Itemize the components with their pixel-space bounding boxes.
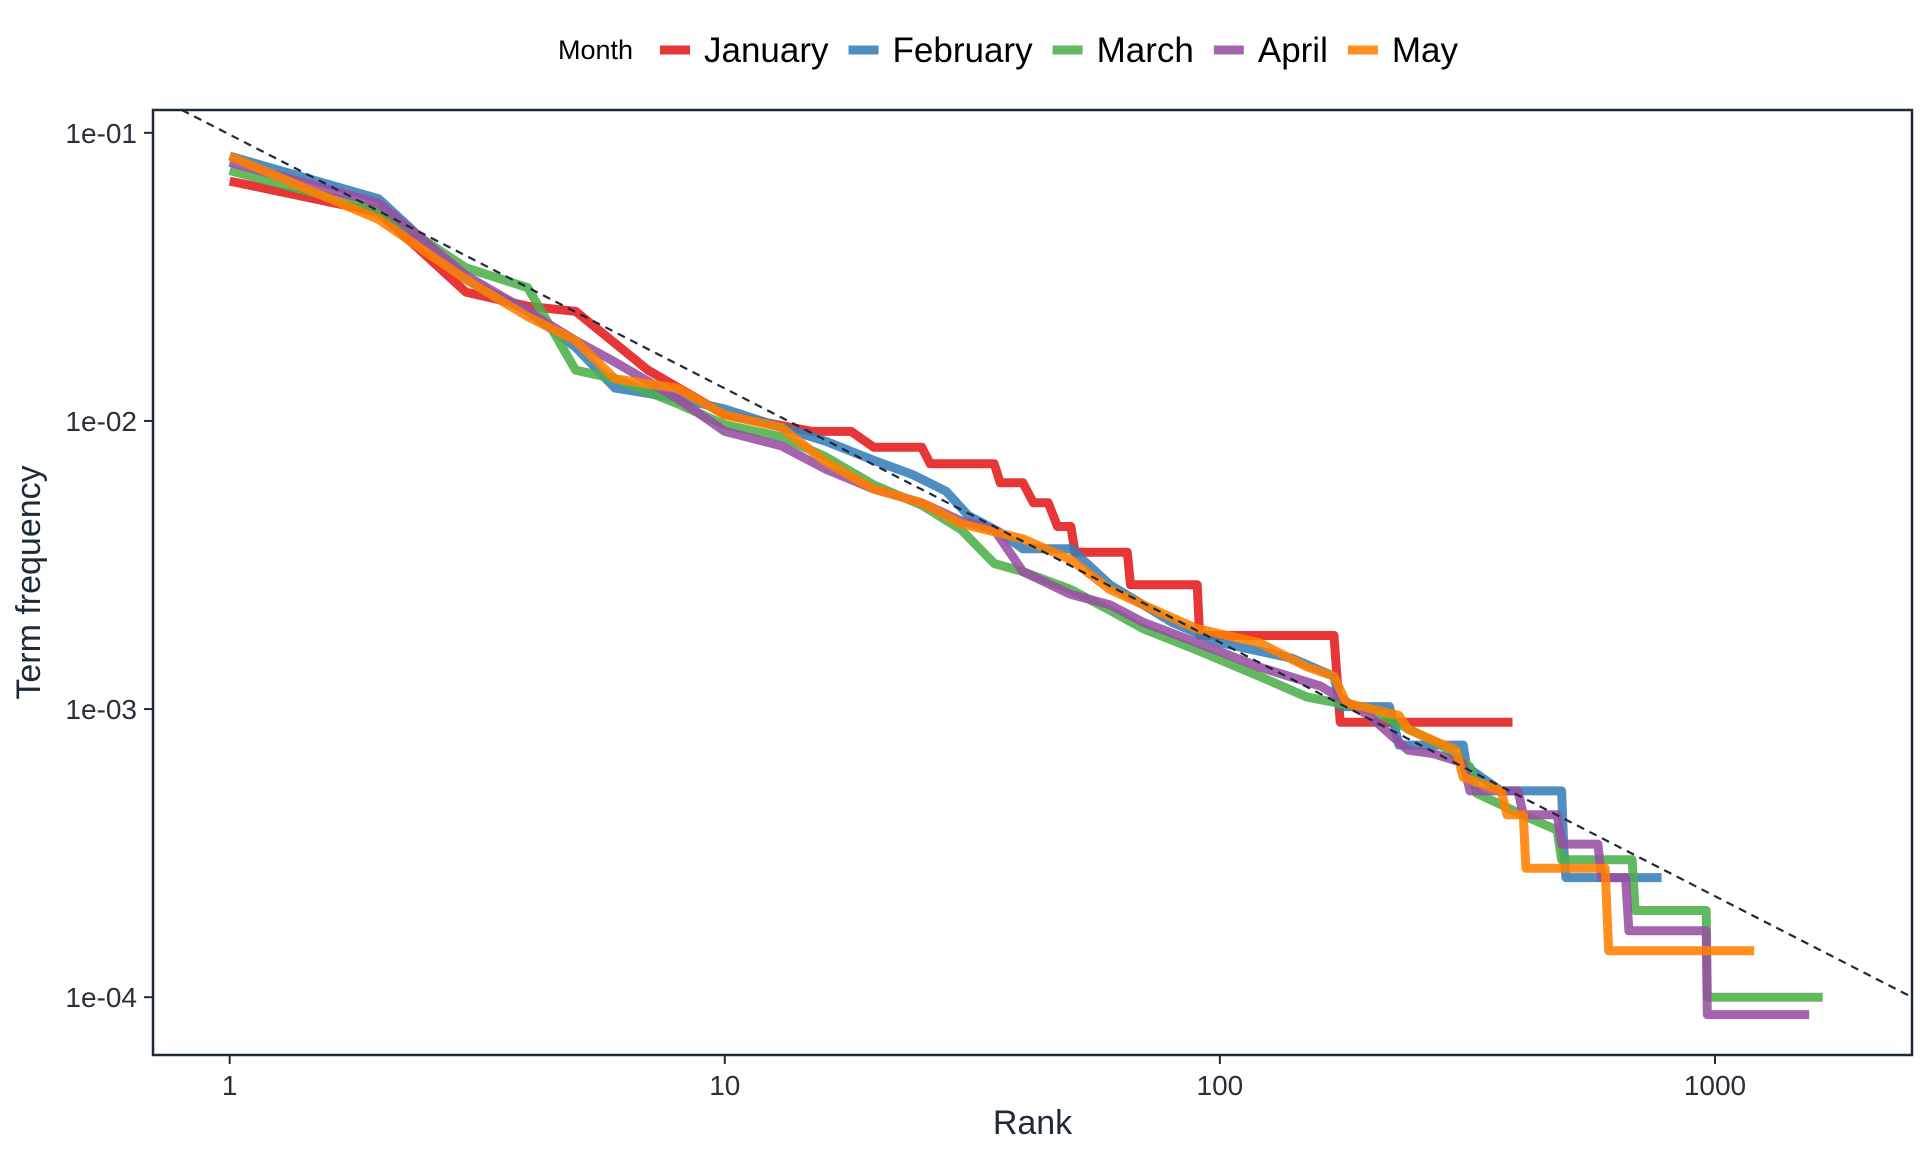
series-line-march (228, 166, 1823, 1002)
x-axis-title: Rank (993, 1104, 1073, 1142)
x-tick-label: 1000 (1684, 1070, 1746, 1101)
axes: 1 10 100 1000 1e-01 1e-02 1e-03 1e-04 (65, 118, 1746, 1101)
legend-label-january: January (704, 31, 829, 70)
x-tick-label: 100 (1197, 1070, 1244, 1101)
y-tick-label: 1e-04 (65, 982, 137, 1013)
reference-line (181, 110, 1912, 999)
panel-border (151, 108, 1914, 1057)
series-line-may (227, 151, 1755, 956)
y-tick-label: 1e-02 (65, 406, 137, 437)
y-tick-label: 1e-03 (65, 694, 137, 725)
legend-title: Month (558, 35, 633, 65)
legend-label-february: February (893, 31, 1034, 70)
x-tick-label: 10 (709, 1070, 740, 1101)
series-line-january (228, 176, 1513, 727)
legend-label-april: April (1258, 31, 1328, 70)
legend-label-march: March (1097, 31, 1194, 70)
plot-area (181, 110, 1912, 1020)
legend: Month January February March April May (558, 31, 1458, 70)
x-tick-label: 1 (222, 1070, 238, 1101)
y-tick-label: 1e-01 (65, 118, 137, 149)
series-line-april (228, 157, 1810, 1020)
y-axis-title: Term frequency (10, 465, 48, 699)
legend-label-may: May (1392, 31, 1459, 70)
